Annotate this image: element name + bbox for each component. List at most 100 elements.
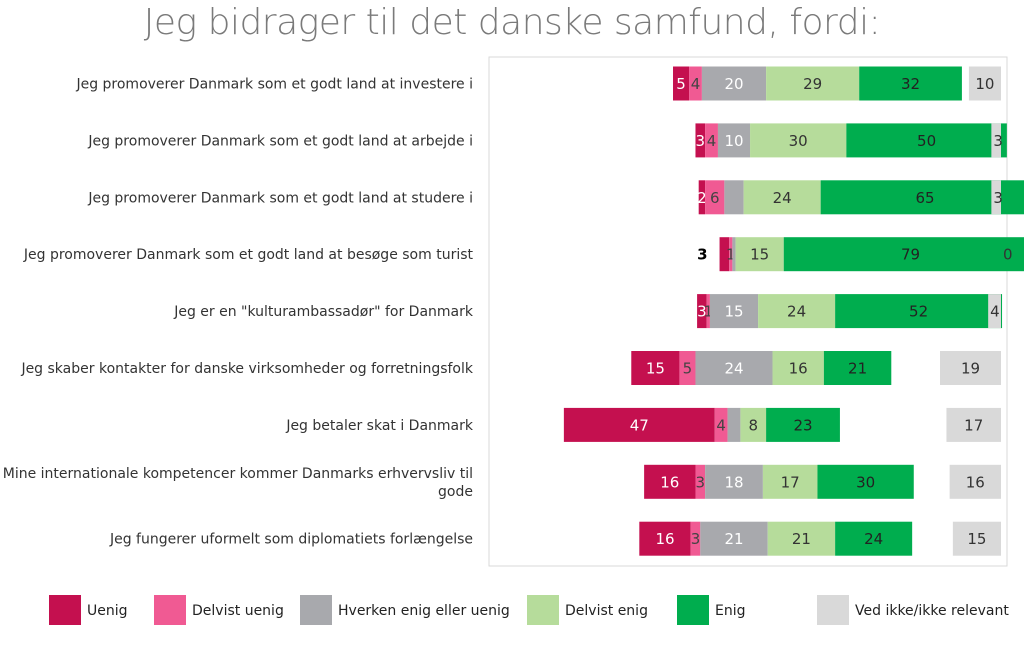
category-label: Jeg fungerer uformelt som diplomatiets f… <box>109 532 473 548</box>
legend-swatch <box>817 595 849 625</box>
bar-row: Jeg promoverer Danmark som et godt land … <box>23 237 1024 272</box>
data-label: 5 <box>683 360 693 378</box>
bar-row: Mine internationale kompetencer kommer D… <box>3 464 1001 500</box>
bar-segment <box>695 351 773 385</box>
data-label: 6 <box>710 189 720 207</box>
bar-segment <box>705 180 725 215</box>
legend-label: Uenig <box>87 603 128 619</box>
data-label: 29 <box>803 75 822 93</box>
bar-segment <box>949 464 1001 499</box>
data-label: 23 <box>793 416 812 434</box>
category-label: Jeg promoverer Danmark som et godt land … <box>23 247 474 263</box>
data-label: 10 <box>724 132 743 150</box>
bar-segment <box>719 237 730 272</box>
data-label: 21 <box>792 530 811 548</box>
bar-segment <box>724 180 744 215</box>
bar-segment <box>563 407 715 442</box>
data-label: 32 <box>901 75 920 93</box>
chart-title: Jeg bidrager til det danske samfund, for… <box>143 2 881 43</box>
data-label: 1 <box>704 303 714 321</box>
bar-segment <box>695 123 706 158</box>
data-label: 1 <box>726 246 736 264</box>
category-label: gode <box>438 484 473 500</box>
data-label: 20 <box>724 75 743 93</box>
legend-label: Delvist enig <box>565 603 648 619</box>
data-label: 19 <box>961 360 980 378</box>
bar-segment <box>762 464 818 499</box>
data-label: 4 <box>716 416 726 434</box>
bar-segment <box>631 351 680 385</box>
category-label: Mine internationale kompetencer kommer D… <box>3 466 473 482</box>
legend-label: Ved ikke/ikke relevant <box>855 603 1009 619</box>
bar-segment <box>727 407 741 442</box>
legend-item: Ved ikke/ikke relevant <box>817 595 1009 625</box>
category-label: Jeg skaber kontakter for danske virksomh… <box>20 361 473 377</box>
data-label: 4 <box>691 75 701 93</box>
bar-segment <box>709 294 759 329</box>
category-label: Jeg promoverer Danmark som et godt land … <box>75 77 473 93</box>
legend-label: Hverken enig eller uenig <box>338 603 510 619</box>
data-label: 4 <box>707 132 717 150</box>
legend-swatch <box>527 595 559 625</box>
data-label: 24 <box>773 189 792 207</box>
bar-segment <box>772 351 824 385</box>
bar-segment <box>991 180 1001 215</box>
bar-segment <box>705 464 763 499</box>
legend-label: Delvist uenig <box>192 603 284 619</box>
bar-segment <box>679 351 696 385</box>
bar-segment <box>706 294 710 329</box>
data-label: 2 <box>697 189 707 207</box>
bar-row: Jeg skaber kontakter for danske virksomh… <box>20 351 1001 385</box>
data-label: 30 <box>789 132 808 150</box>
bar-segment <box>690 521 701 556</box>
bar-segment <box>644 464 696 499</box>
data-label: 16 <box>966 473 985 491</box>
bar-segment <box>988 294 1001 329</box>
bar-row: Jeg er en "kulturambassadør" for Danmark… <box>173 294 1003 329</box>
bar-segment <box>835 521 913 556</box>
legend-item: Hverken enig eller uenig <box>300 595 510 625</box>
bar-segment <box>697 294 707 329</box>
category-label: Jeg promoverer Danmark som et godt land … <box>87 133 473 149</box>
legend-item: Uenig <box>49 595 128 625</box>
bar-segment <box>817 464 914 499</box>
bar-segment <box>835 294 1003 329</box>
bar-segment <box>968 66 1001 101</box>
bar-segment <box>689 66 702 101</box>
bar-row: Jeg betaler skat i Danmark 47 4 8 23 17 <box>285 407 1001 442</box>
bar-segment <box>820 180 1024 215</box>
bar-segment <box>767 521 836 556</box>
data-label: 5 <box>676 75 686 93</box>
bar-segment <box>946 407 1001 442</box>
data-label: 3 <box>697 303 707 321</box>
data-label: 3 <box>691 530 701 548</box>
bar-segment <box>766 66 860 101</box>
data-label: 16 <box>655 530 674 548</box>
bar-segment <box>732 237 736 272</box>
bar-segment <box>639 521 691 556</box>
legend-swatch <box>677 595 709 625</box>
category-label: Jeg promoverer Danmark som et godt land … <box>87 190 473 206</box>
data-label: 3 <box>993 189 1003 207</box>
bar-row: Jeg promoverer Danmark som et godt land … <box>75 66 1001 101</box>
data-label: 50 <box>917 132 936 150</box>
data-label: 47 <box>630 416 649 434</box>
bar-segment <box>695 464 706 499</box>
data-label: 15 <box>967 530 986 548</box>
bar-segment <box>735 237 784 272</box>
data-label: 3 <box>696 473 706 491</box>
data-label: 15 <box>750 246 769 264</box>
category-label: Jeg betaler skat i Danmark <box>285 418 474 434</box>
legend-item: Delvist uenig <box>154 595 284 625</box>
bar-segment <box>729 237 733 272</box>
bar-segment <box>673 66 690 101</box>
data-label: 15 <box>724 303 743 321</box>
data-label: 17 <box>964 416 983 434</box>
data-label: 24 <box>787 303 806 321</box>
data-label: 79 <box>901 246 920 264</box>
data-label: 3 <box>993 132 1003 150</box>
legend-swatch <box>49 595 81 625</box>
bar-segment <box>758 294 836 329</box>
bar-segment <box>823 351 892 385</box>
